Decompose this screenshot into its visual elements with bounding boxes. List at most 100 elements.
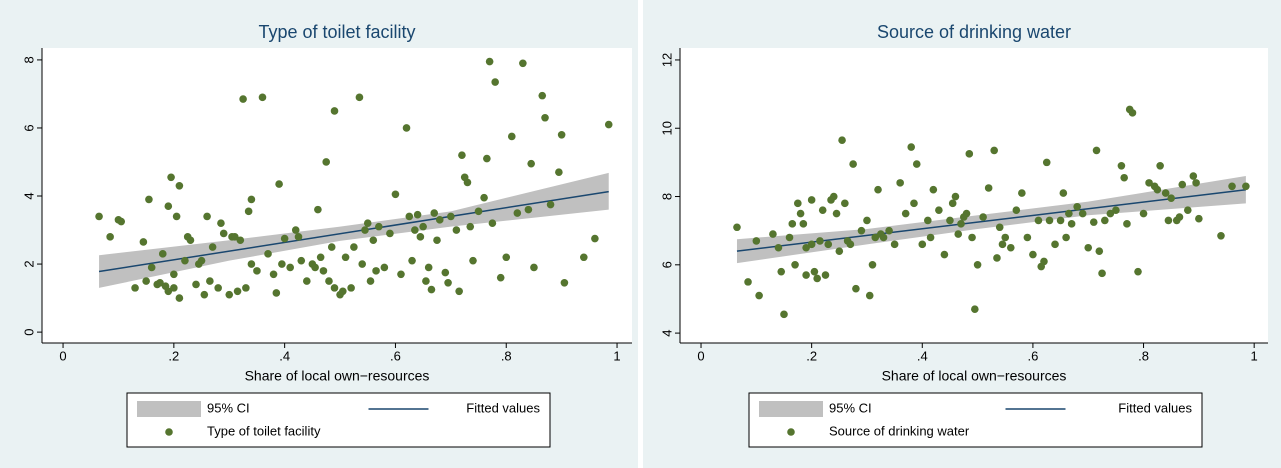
scatter-point — [871, 233, 880, 242]
scatter-point — [441, 268, 450, 277]
scatter-point — [1101, 216, 1109, 225]
scatter-point — [1034, 216, 1043, 225]
scatter-point — [846, 240, 855, 249]
scatter-point — [502, 253, 511, 262]
scatter-point — [291, 226, 300, 234]
scatter-point — [1067, 220, 1076, 228]
x-tick-label: 0 — [697, 348, 704, 363]
scatter-point — [849, 160, 857, 168]
scatter-point — [391, 190, 400, 199]
scatter-point — [1192, 179, 1200, 187]
scatter-point — [247, 260, 256, 268]
scatter-point — [835, 247, 844, 255]
scatter-point — [280, 234, 289, 243]
scatter-point — [413, 210, 422, 219]
scatter-point — [458, 151, 466, 159]
scatter-point — [769, 230, 777, 238]
scatter-point — [1242, 182, 1250, 191]
scatter-point — [744, 278, 752, 286]
scatter-point — [1195, 214, 1203, 223]
scatter-point — [217, 219, 225, 228]
scatter-point — [172, 212, 181, 221]
scatter-point — [175, 294, 184, 302]
scatter-point — [560, 278, 569, 287]
scatter-point — [452, 226, 461, 234]
scatter-point — [405, 212, 414, 221]
scatter-point — [513, 209, 522, 217]
scatter-point — [868, 261, 877, 269]
x-tick-label: .4 — [279, 348, 290, 363]
scatter-point — [197, 256, 206, 265]
scatter-point — [419, 222, 427, 231]
scatter-point — [242, 284, 250, 292]
scatter-point — [1095, 247, 1104, 255]
scatter-point — [156, 278, 164, 287]
y-tick-label: 4 — [21, 192, 36, 199]
scatter-point — [777, 267, 786, 276]
scatter-point — [1098, 269, 1106, 278]
scatter-point — [546, 200, 555, 209]
scatter-point — [225, 290, 234, 299]
scatter-point — [427, 285, 436, 294]
scatter-point — [1012, 206, 1021, 214]
scatter-point — [480, 193, 488, 202]
scatter-point — [411, 226, 419, 234]
scatter-point — [1084, 243, 1093, 252]
legend-label: Fitted values — [466, 400, 540, 415]
scatter-point — [965, 150, 974, 158]
legend-swatch — [787, 428, 795, 436]
scatter-point — [233, 287, 242, 296]
scatter-point — [496, 273, 505, 282]
scatter-point — [247, 195, 256, 204]
scatter-point — [1089, 218, 1098, 226]
y-tick-label: 0 — [21, 328, 36, 335]
scatter-point — [181, 256, 189, 265]
scatter-point — [447, 212, 455, 221]
scatter-point — [818, 206, 827, 214]
scatter-point — [206, 277, 214, 285]
scatter-point — [361, 226, 369, 234]
y-tick-label: 6 — [21, 124, 36, 131]
x-tick-label: .8 — [1138, 348, 1149, 363]
scatter-point — [857, 226, 866, 235]
scatter-point — [971, 305, 979, 313]
scatter-point — [519, 59, 527, 68]
scatter-point — [230, 233, 239, 241]
legend-box — [748, 392, 1203, 448]
scatter-point — [311, 263, 319, 272]
scatter-point — [341, 253, 350, 262]
scatter-point — [158, 250, 167, 258]
scatter-point — [752, 237, 761, 245]
x-tick-label: 1 — [613, 348, 620, 363]
scatter-point — [1153, 185, 1162, 194]
legend-swatch — [759, 401, 823, 417]
scatter-point — [879, 233, 888, 242]
scatter-point — [1117, 161, 1126, 170]
scatter-point — [469, 256, 477, 265]
scatter-point — [264, 250, 272, 258]
scatter-point — [524, 205, 533, 214]
scatter-point — [1062, 233, 1070, 242]
scatter-point — [455, 287, 463, 296]
scatter-point — [924, 216, 932, 225]
scatter-point — [541, 113, 549, 122]
scatter-point — [275, 180, 283, 188]
scatter-point — [203, 212, 211, 221]
scatter-point — [538, 91, 547, 100]
scatter-point — [186, 236, 195, 245]
scatter-point — [1189, 172, 1198, 180]
scatter-point — [580, 253, 588, 262]
scatter-point — [785, 233, 794, 242]
scatter-point — [416, 233, 425, 241]
scatter-point — [272, 289, 281, 297]
scatter-point — [408, 256, 416, 265]
scatter-point — [1145, 179, 1153, 187]
scatter-point — [167, 173, 175, 182]
scatter-point — [995, 223, 1004, 232]
scatter-point — [1164, 216, 1173, 225]
scatter-point — [774, 243, 783, 252]
scatter-point — [824, 240, 833, 249]
scatter-point — [208, 243, 217, 251]
scatter-point — [1073, 202, 1081, 211]
scatter-point — [402, 124, 411, 132]
